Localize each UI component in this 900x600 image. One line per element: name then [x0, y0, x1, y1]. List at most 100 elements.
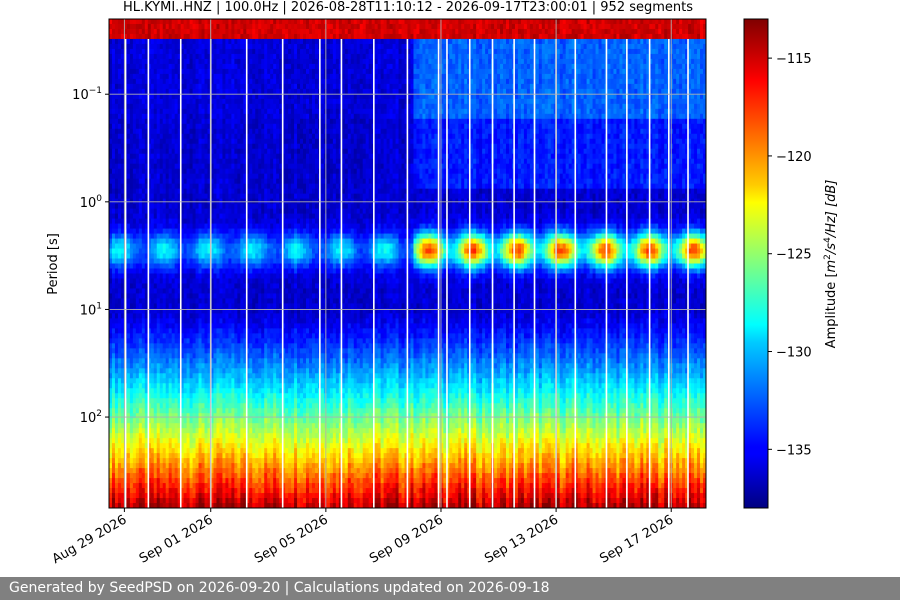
heatmap-cell: [132, 323, 137, 329]
heatmap-cell: [138, 143, 143, 150]
heatmap-cell: [177, 353, 182, 359]
heatmap-cell: [162, 113, 167, 120]
heatmap-cell: [174, 343, 179, 349]
heatmap-cell: [109, 388, 113, 394]
heatmap-cell: [177, 208, 182, 215]
heatmap-cell: [111, 403, 116, 409]
heatmap-cell: [138, 208, 143, 215]
heatmap-cell: [129, 148, 134, 155]
heatmap-cell: [114, 83, 119, 90]
heatmap-cell: [162, 133, 167, 140]
heatmap-cell: [114, 288, 119, 295]
heatmap-cell: [114, 33, 119, 40]
heatmap-cell: [180, 108, 185, 115]
heatmap-cell: [171, 298, 176, 305]
heatmap-cell: [159, 263, 164, 270]
heatmap-cell: [183, 483, 188, 489]
heatmap-cell: [141, 98, 146, 105]
heatmap-cell: [126, 78, 131, 85]
heatmap-cell: [117, 328, 122, 334]
heatmap-cell: [180, 403, 185, 409]
heatmap-cell: [114, 38, 119, 45]
heatmap-cell: [183, 233, 188, 240]
heatmap-cell: [117, 433, 122, 439]
heatmap-cell: [117, 213, 122, 220]
heatmap-cell: [141, 118, 146, 125]
heatmap-cell: [183, 368, 188, 374]
heatmap-cell: [120, 368, 125, 374]
heatmap-cell: [180, 113, 185, 120]
heatmap-cell: [111, 378, 116, 384]
heatmap-cell: [162, 478, 167, 484]
heatmap-cell: [114, 48, 119, 55]
heatmap-cell: [171, 488, 176, 494]
heatmap-cell: [109, 78, 113, 85]
heatmap-cell: [180, 28, 185, 35]
heatmap-cell: [144, 253, 149, 260]
heatmap-cell: [114, 98, 119, 105]
heatmap-cell: [150, 58, 155, 65]
heatmap-cell: [174, 248, 179, 255]
heatmap-cell: [174, 423, 179, 429]
heatmap-cell: [156, 19, 161, 25]
heatmap-cell: [156, 218, 161, 225]
heatmap-cell: [186, 358, 191, 364]
heatmap-cell: [144, 348, 149, 354]
heatmap-cell: [138, 313, 143, 319]
heatmap-cell: [117, 308, 122, 314]
heatmap-cell: [162, 153, 167, 160]
heatmap-cell: [165, 503, 170, 508]
heatmap-cell: [117, 393, 122, 399]
heatmap-cell: [109, 268, 113, 275]
heatmap-cell: [168, 403, 173, 409]
heatmap-cell: [147, 298, 152, 305]
heatmap-cell: [111, 43, 116, 50]
heatmap-cell: [168, 58, 173, 65]
heatmap-cell: [129, 488, 134, 494]
heatmap-cell: [156, 293, 161, 300]
heatmap-cell: [114, 133, 119, 140]
heatmap-cell: [109, 473, 113, 479]
heatmap-cell: [138, 418, 143, 424]
heatmap-cell: [156, 308, 161, 314]
heatmap-cell: [186, 133, 191, 140]
heatmap-cell: [189, 103, 194, 110]
heatmap-cell: [135, 283, 140, 290]
heatmap-cell: [135, 443, 140, 449]
heatmap-cell: [132, 478, 137, 484]
heatmap-cell: [135, 493, 140, 499]
heatmap-cell: [126, 428, 131, 434]
heatmap-cell: [177, 58, 182, 65]
heatmap-cell: [168, 448, 173, 454]
heatmap-cell: [159, 123, 164, 130]
heatmap-cell: [144, 98, 149, 105]
heatmap-cell: [159, 218, 164, 225]
heatmap-cell: [156, 488, 161, 494]
heatmap-cell: [111, 368, 116, 374]
heatmap-cell: [132, 253, 137, 260]
heatmap-cell: [120, 363, 125, 369]
heatmap-cell: [114, 263, 119, 270]
heatmap-cell: [162, 323, 167, 329]
heatmap-cell: [159, 453, 164, 459]
heatmap-cell: [126, 73, 131, 80]
heatmap-cell: [132, 173, 137, 180]
heatmap-cell: [186, 398, 191, 404]
heatmap-cell: [150, 143, 155, 150]
heatmap-cell: [132, 58, 137, 65]
heatmap-cell: [171, 248, 176, 255]
heatmap-cell: [183, 278, 188, 285]
heatmap-cell: [141, 318, 146, 324]
heatmap-cell: [159, 443, 164, 449]
heatmap-cell: [156, 388, 161, 394]
heatmap-cell: [132, 393, 137, 399]
heatmap-cell: [168, 228, 173, 235]
heatmap-cell: [120, 178, 125, 185]
heatmap-cell: [111, 19, 116, 25]
heatmap-cell: [132, 203, 137, 210]
heatmap-cell: [177, 258, 182, 265]
heatmap-cell: [138, 463, 143, 469]
heatmap-cell: [129, 288, 134, 295]
heatmap-cell: [114, 388, 119, 394]
heatmap-cell: [186, 153, 191, 160]
